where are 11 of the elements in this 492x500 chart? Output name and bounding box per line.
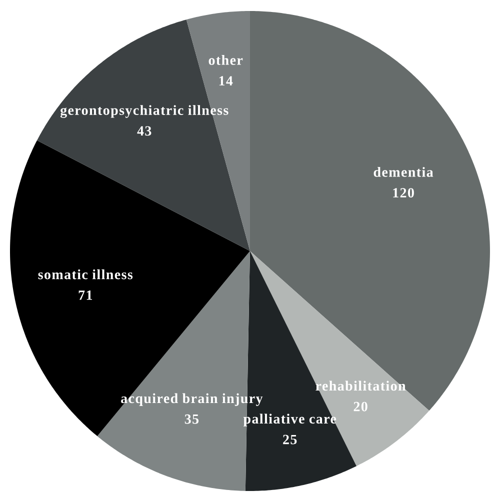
slice-label: dementia (374, 167, 434, 177)
data-label: 35 (184, 414, 199, 424)
data-label: 71 (78, 290, 92, 300)
data-label: 14 (219, 76, 233, 86)
slice-label: other (208, 55, 243, 65)
data-label: 43 (137, 126, 152, 136)
data-label: 120 (393, 188, 414, 198)
data-label: 20 (354, 402, 368, 412)
slice-label: somatic illness (38, 269, 133, 280)
data-label: 25 (283, 434, 297, 444)
slice-label: gerontopsychiatric illness (60, 105, 228, 118)
